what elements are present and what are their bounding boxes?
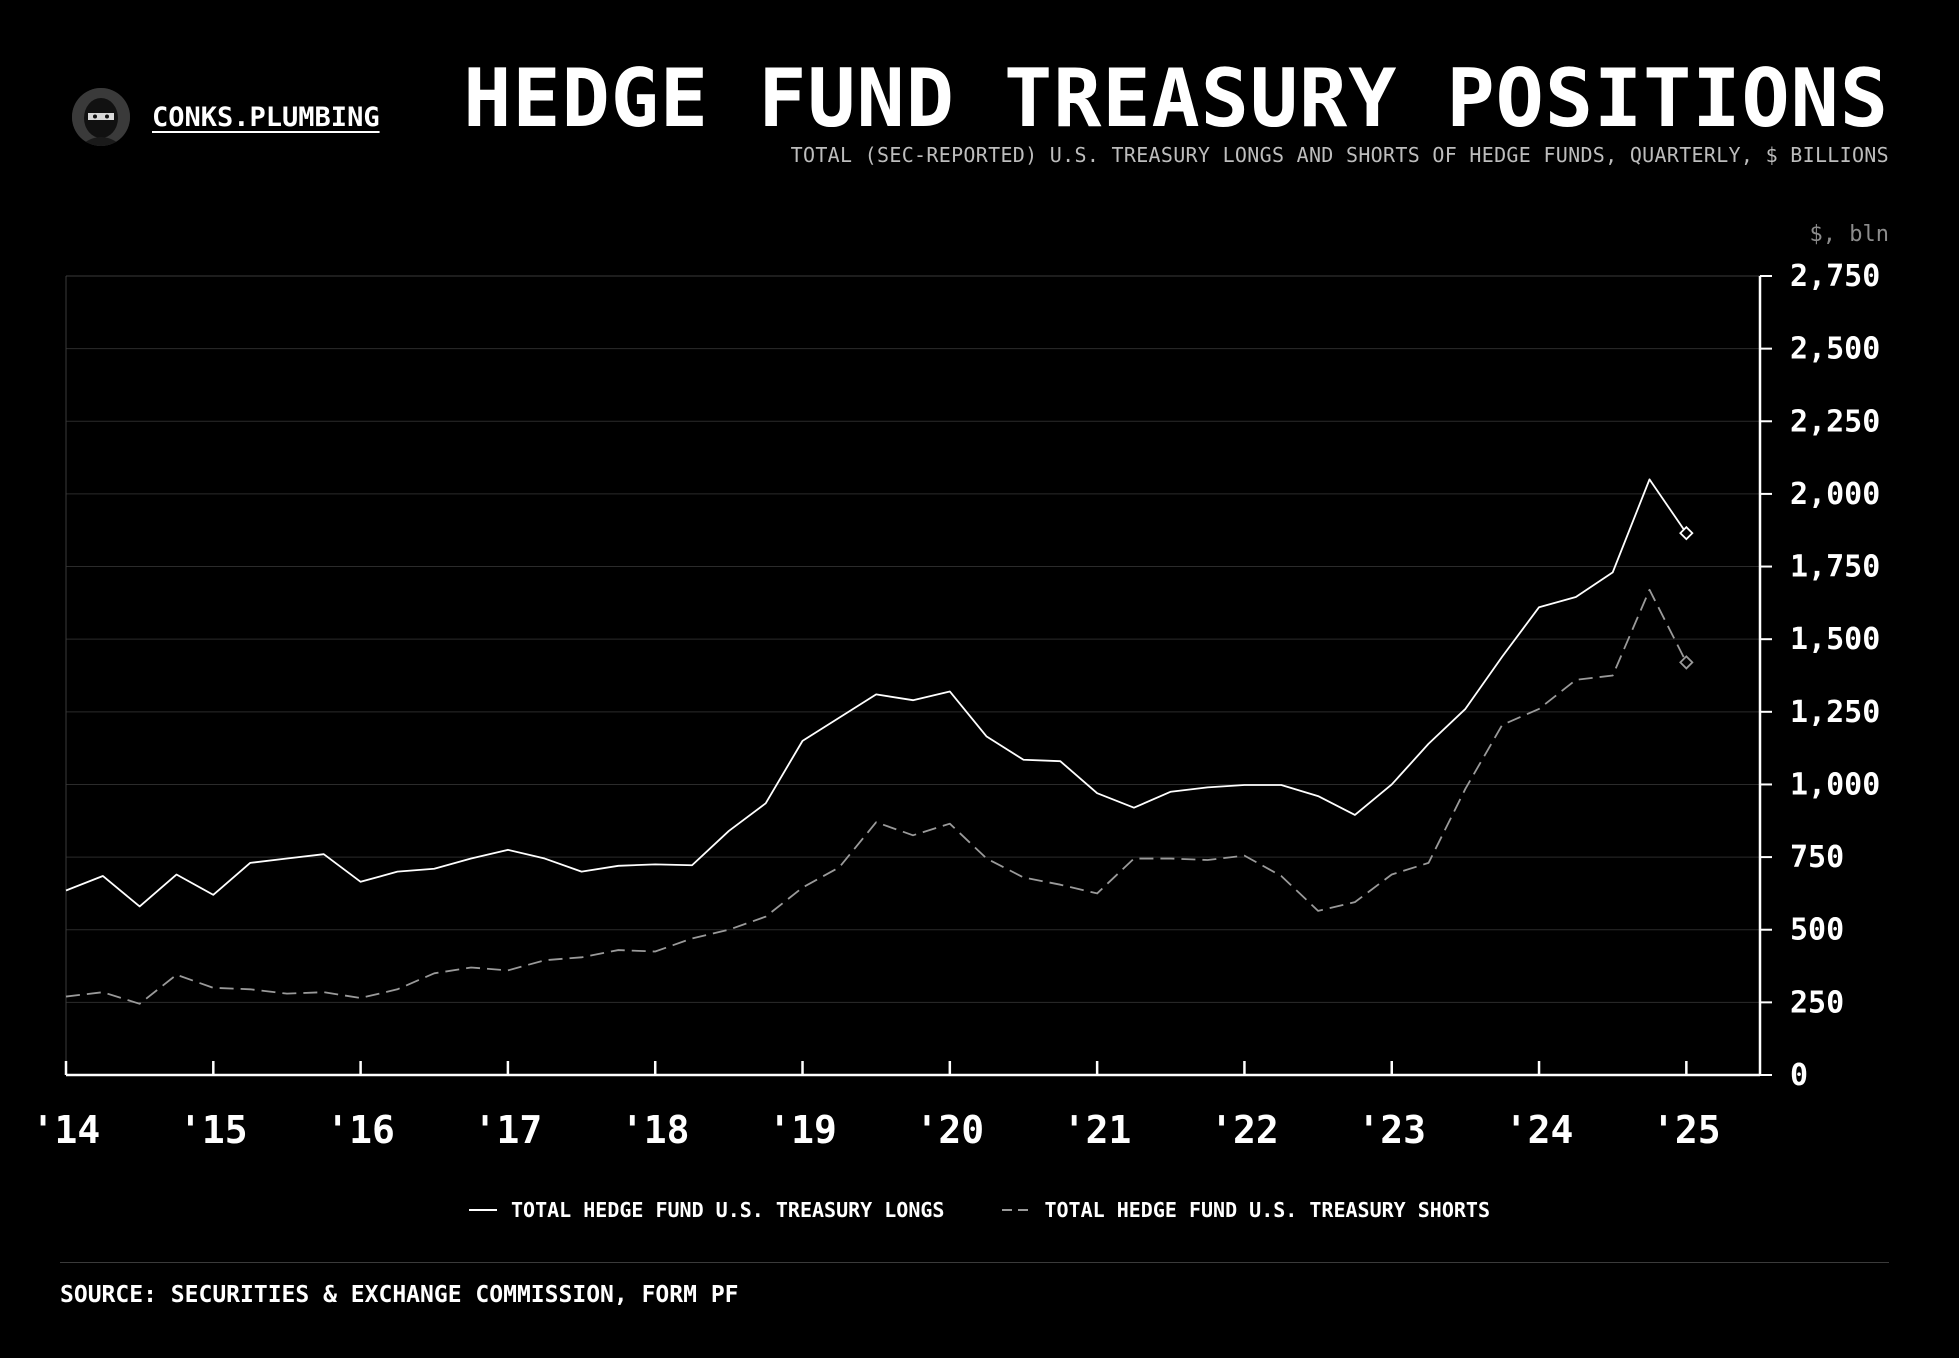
y-tick-label: 1,500: [1790, 622, 1880, 657]
chart-tick-labels: 0 250 500 750 1,000 1,250 1,500 1,750 2,000 2,250…: [32, 259, 1881, 1152]
x-tick-label: '18: [621, 1108, 690, 1152]
legend-item-shorts: TOTAL HEDGE FUND U.S. TREASURY SHORTS: [1002, 1198, 1490, 1222]
ninja-avatar-icon: [72, 88, 130, 146]
y-tick-label: 1,750: [1790, 550, 1880, 585]
y-tick-label: 1,250: [1790, 695, 1880, 730]
chart-legend: TOTAL HEDGE FUND U.S. TREASURY LONGS TOT…: [0, 1198, 1959, 1222]
series-line-shorts: [65, 588, 1688, 1005]
x-tick-label: '20: [916, 1108, 985, 1152]
x-tick-label: '22: [1210, 1108, 1279, 1152]
y-tick-label: 2,250: [1790, 404, 1880, 439]
x-tick-label: '21: [1063, 1108, 1132, 1152]
y-tick-label: 500: [1790, 913, 1844, 948]
x-tick-label: '14: [32, 1108, 101, 1152]
x-tick-label: '25: [1652, 1108, 1721, 1152]
y-tick-label: 0: [1790, 1058, 1808, 1093]
chart-grid: [65, 275, 1760, 1075]
series-line-longs: [65, 478, 1688, 908]
brand[interactable]: CONKS.PLUMBING: [72, 88, 380, 146]
x-tick-label: '16: [326, 1108, 395, 1152]
legend-label-longs: TOTAL HEDGE FUND U.S. TREASURY LONGS: [510, 1198, 945, 1222]
x-tick-label: '24: [1505, 1108, 1574, 1152]
dashed-line-icon: [1002, 1209, 1031, 1211]
y-axis-unit: $, bln: [1809, 222, 1889, 247]
footer-divider: [60, 1262, 1889, 1263]
y-tick-label: 2,750: [1790, 259, 1880, 294]
x-tick-label: '17: [474, 1108, 543, 1152]
chart-axes: [64, 275, 1772, 1077]
source-note: SOURCE: SECURITIES & EXCHANGE COMMISSION…: [60, 1282, 739, 1308]
y-tick-label: 2,000: [1790, 477, 1880, 512]
end-marker-longs: [1679, 525, 1694, 541]
page-subtitle: TOTAL (SEC-REPORTED) U.S. TREASURY LONGS…: [790, 143, 1889, 167]
avatar: [72, 88, 130, 146]
page-title: HEDGE FUND TREASURY POSITIONS: [463, 52, 1889, 145]
brand-link[interactable]: CONKS.PLUMBING: [152, 101, 380, 133]
y-tick-label: 750: [1790, 840, 1844, 875]
x-tick-label: '19: [768, 1108, 837, 1152]
y-tick-label: 2,500: [1790, 332, 1880, 367]
x-tick-label: '15: [179, 1108, 248, 1152]
chart-lines: [65, 478, 1694, 1005]
y-tick-label: 250: [1790, 985, 1844, 1020]
legend-label-shorts: TOTAL HEDGE FUND U.S. TREASURY SHORTS: [1044, 1198, 1490, 1222]
x-tick-label: '23: [1357, 1108, 1426, 1152]
solid-line-icon: [468, 1209, 497, 1211]
y-tick-label: 1,000: [1790, 767, 1880, 802]
end-marker-shorts: [1679, 655, 1694, 670]
legend-item-longs: TOTAL HEDGE FUND U.S. TREASURY LONGS: [468, 1198, 945, 1222]
